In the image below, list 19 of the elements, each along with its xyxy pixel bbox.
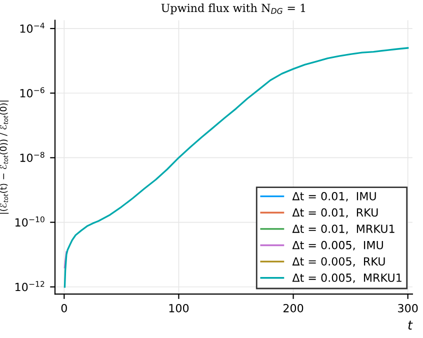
legend-label: Δt = 0.005, MRKU1 bbox=[292, 274, 402, 284]
legend-label: Δt = 0.005, IMU bbox=[292, 240, 383, 250]
x-tick-label: 200 bbox=[283, 304, 304, 312]
legend-label: Δt = 0.005, RKU bbox=[292, 257, 385, 267]
x-tick-label: 300 bbox=[398, 304, 418, 312]
y-tick-label: 10$^{−4}$ bbox=[20, 22, 44, 33]
y-tick-label: 10$^{−8}$ bbox=[20, 152, 44, 162]
y-tick-label: 10$^{−12}$ bbox=[15, 281, 44, 292]
y-axis-title: |(ℰ$_{tot}$(t) − ℰ$_{tot}$(0)) / ℰ$_{tot}$(0)| bbox=[0, 100, 9, 214]
legend-label: Δt = 0.01, IMU bbox=[292, 192, 376, 202]
y-tick-label: 10$^{−6}$ bbox=[20, 87, 44, 98]
legend-label: Δt = 0.01, MRKU1 bbox=[292, 224, 394, 234]
x-tick-label: 100 bbox=[169, 304, 189, 312]
chart-title: Upwind flux with N$_{DG}$ = 1 bbox=[161, 4, 306, 14]
legend-label: Δt = 0.01, RKU bbox=[292, 208, 378, 218]
y-tick-label: 10$^{−10}$ bbox=[15, 216, 44, 227]
x-tick-label: 0 bbox=[61, 304, 67, 312]
x-axis-title: t bbox=[408, 320, 413, 330]
line-series bbox=[64, 47, 409, 288]
